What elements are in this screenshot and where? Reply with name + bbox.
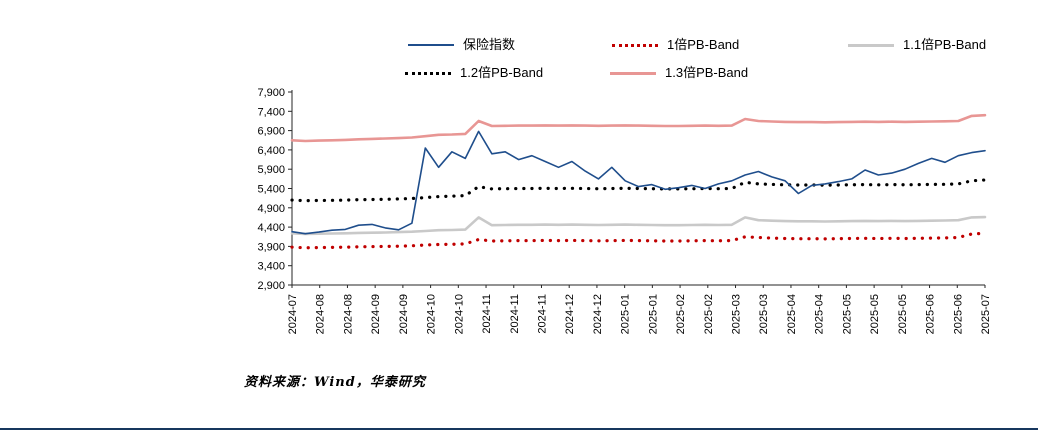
solid-line-swatch-icon (848, 43, 894, 47)
y-axis-tick-label: 2,900 (257, 280, 285, 292)
solid-line-swatch-icon (408, 44, 454, 46)
y-axis-tick-label: 4,400 (257, 222, 285, 234)
y-axis-tick-label: 7,900 (257, 87, 285, 99)
y-axis-tick-label: 4,900 (257, 203, 285, 215)
footer-divider (0, 428, 1038, 430)
y-axis-tick-label: 3,400 (257, 261, 285, 273)
legend-item-pb-band-1x: 1倍PB-Band (612, 38, 739, 52)
series-pb-band-1x (290, 231, 987, 250)
x-axis-tick-label: 2024-07 (287, 294, 299, 334)
x-axis-tick-label: 2025-04 (814, 294, 826, 334)
legend-label: 保险指数 (463, 37, 516, 52)
chart-legend: 保险指数 1倍PB-Band 1.1倍PB-Band 1.2倍PB-Band 1… (0, 0, 1038, 90)
legend-item-pb-band-1-2x: 1.2倍PB-Band (405, 66, 543, 80)
legend-item-pb-band-1-3x: 1.3倍PB-Band (610, 66, 748, 80)
x-axis-tick-label: 2025-01 (620, 294, 632, 334)
x-axis-tick-label: 2024-09 (370, 294, 382, 334)
x-axis-tick-label: 2025-07 (980, 294, 992, 334)
x-axis-tick-label: 2024-09 (398, 294, 410, 334)
x-axis-tick-label: 2024-11 (509, 294, 521, 334)
x-axis-tick-label: 2024-11 (481, 294, 493, 334)
y-axis-tick-label: 5,400 (257, 184, 285, 196)
x-axis-tick-label: 2025-05 (897, 294, 909, 334)
x-axis-tick-label: 2025-06 (925, 294, 937, 334)
dotted-line-swatch-icon (612, 43, 658, 47)
series-insurance-index (291, 130, 986, 235)
source-note: 资料来源：Wind，华泰研究 (244, 375, 426, 390)
series-pb-band-1-2x (290, 178, 987, 203)
y-axis-tick-label: 6,400 (257, 145, 285, 157)
x-axis-tick-label: 2024-10 (426, 294, 438, 334)
x-axis-tick-label: 2024-10 (453, 294, 465, 334)
y-axis-tick-label: 7,400 (257, 106, 285, 118)
series-pb-band-1-1x (290, 215, 987, 236)
x-axis-tick-label: 2025-02 (703, 294, 715, 334)
x-axis-tick-label: 2025-05 (841, 294, 853, 334)
x-axis-tick-label: 2025-03 (731, 294, 743, 334)
x-axis-tick-label: 2024-08 (342, 294, 354, 334)
x-axis-tick-label: 2024-12 (592, 294, 604, 334)
x-axis-tick-label: 2025-03 (758, 294, 770, 334)
y-axis-tick-label: 5,900 (257, 164, 285, 176)
x-axis-tick-label: 2025-02 (675, 294, 687, 334)
x-axis-tick-label: 2025-06 (952, 294, 964, 334)
legend-label: 1.3倍PB-Band (665, 65, 749, 80)
x-axis-tick-label: 2025-05 (869, 294, 881, 334)
x-axis-tick-label: 2025-01 (647, 294, 659, 334)
legend-item-insurance-index: 保险指数 (408, 38, 515, 52)
x-axis-tick-label: 2025-04 (786, 294, 798, 334)
legend-label: 1.1倍PB-Band (903, 37, 987, 52)
legend-label: 1.2倍PB-Band (460, 65, 544, 80)
x-axis-tick-label: 2024-11 (536, 294, 548, 334)
x-axis-tick-label: 2024-12 (564, 294, 576, 334)
legend-label: 1倍PB-Band (667, 37, 740, 52)
dotted-line-swatch-icon (405, 71, 451, 75)
chart-canvas: 7,900 7,400 6,900 6,400 5,900 5,400 4,900 4,400… (257, 87, 992, 334)
y-axis-tick-label: 6,900 (257, 126, 285, 138)
y-axis-tick-label: 3,900 (257, 241, 285, 253)
x-axis-tick-label: 2024-08 (315, 294, 327, 334)
solid-line-swatch-icon (610, 71, 656, 75)
legend-item-pb-band-1-1x: 1.1倍PB-Band (848, 38, 986, 52)
series-pb-band-1-3x (290, 113, 987, 143)
